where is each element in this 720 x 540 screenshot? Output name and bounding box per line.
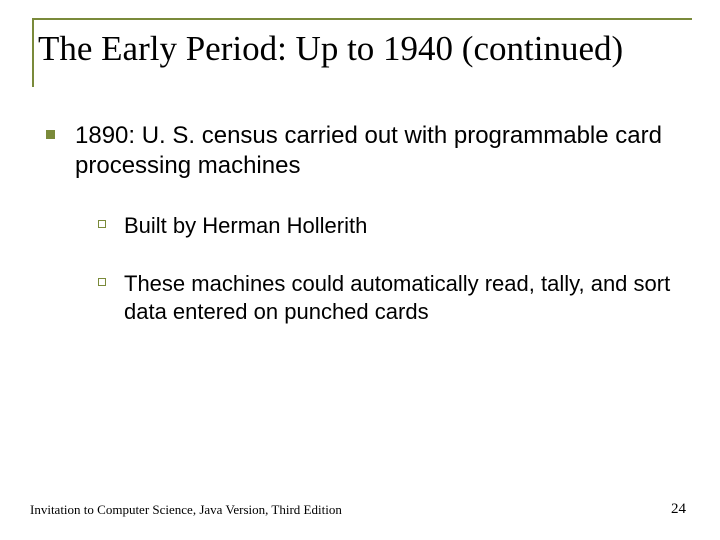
square-bullet-icon	[46, 130, 55, 139]
subbullet-text: These machines could automatically read,…	[124, 270, 692, 326]
bullet-level2: Built by Herman Hollerith	[98, 212, 692, 240]
subbullet-group: Built by Herman Hollerith These machines…	[46, 212, 692, 326]
bullet-level2: These machines could automatically read,…	[98, 270, 692, 326]
bullet-level1: 1890: U. S. census carried out with prog…	[46, 121, 692, 182]
content-area: 1890: U. S. census carried out with prog…	[32, 121, 692, 327]
footer-source: Invitation to Computer Science, Java Ver…	[30, 502, 342, 518]
slide-container: The Early Period: Up to 1940 (continued)…	[0, 0, 720, 540]
outline-square-bullet-icon	[98, 220, 106, 228]
title-border: The Early Period: Up to 1940 (continued)	[32, 18, 692, 87]
page-number: 24	[671, 501, 686, 518]
slide-title: The Early Period: Up to 1940 (continued)	[34, 28, 692, 71]
subbullet-text: Built by Herman Hollerith	[124, 212, 367, 240]
outline-square-bullet-icon	[98, 278, 106, 286]
bullet-text: 1890: U. S. census carried out with prog…	[75, 121, 692, 182]
